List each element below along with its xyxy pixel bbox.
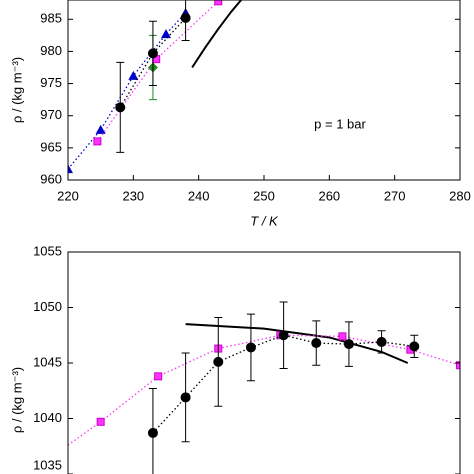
- y-axis-label: ρ / (kg m⁻³): [9, 57, 24, 123]
- annotation: p = 1 bar: [314, 116, 366, 131]
- marker: [338, 332, 347, 341]
- y-tick-label: 980: [40, 43, 62, 58]
- axes-frame: [67, 0, 461, 181]
- series-line: [68, 12, 187, 170]
- marker: [128, 70, 139, 80]
- marker: [161, 29, 171, 39]
- marker: [213, 356, 224, 367]
- marker: [180, 13, 191, 23]
- marker: [95, 124, 106, 134]
- marker: [245, 342, 256, 353]
- marker: [376, 336, 387, 347]
- x-tick-label: 260: [318, 188, 340, 203]
- series-line: [96, 0, 219, 142]
- y-tick-label: 965: [40, 139, 62, 154]
- y-tick-label: 975: [40, 75, 62, 90]
- x-axis-label: T / K: [250, 213, 279, 228]
- marker: [154, 372, 163, 381]
- plot-area: [68, 0, 242, 174]
- x-tick-label: 240: [188, 188, 210, 203]
- x-tick-label: 250: [253, 188, 275, 203]
- series-line: [185, 323, 409, 364]
- x-tick-label: 220: [57, 188, 79, 203]
- marker: [68, 164, 73, 174]
- y-tick-label: 960: [40, 171, 62, 186]
- y-tick-label: 1035: [33, 457, 62, 472]
- marker: [180, 392, 191, 403]
- y-tick-label: 1040: [33, 410, 62, 425]
- series-line: [68, 334, 460, 446]
- marker: [456, 361, 460, 370]
- marker: [409, 341, 420, 352]
- marker: [214, 0, 223, 6]
- y-tick-label: 985: [40, 11, 62, 26]
- marker: [278, 330, 289, 341]
- plot-area: [68, 301, 460, 474]
- y-tick-label: 1045: [33, 354, 62, 369]
- marker: [147, 427, 158, 438]
- y-tick-label: 970: [40, 107, 62, 122]
- marker: [311, 338, 322, 349]
- marker: [115, 102, 126, 113]
- x-tick-label: 280: [449, 188, 471, 203]
- series-line: [152, 334, 415, 434]
- marker: [96, 417, 105, 426]
- series-line: [191, 0, 242, 69]
- y-tick-label: 1050: [33, 299, 62, 314]
- marker: [147, 48, 158, 59]
- x-tick-label: 270: [384, 188, 406, 203]
- marker: [93, 137, 102, 146]
- x-tick-label: 230: [122, 188, 144, 203]
- series-line: [119, 17, 187, 108]
- marker: [343, 339, 354, 350]
- y-axis-label: ρ / (kg m⁻³): [9, 367, 24, 433]
- axes-frame: [67, 251, 461, 474]
- y-tick-label: 1055: [33, 243, 62, 258]
